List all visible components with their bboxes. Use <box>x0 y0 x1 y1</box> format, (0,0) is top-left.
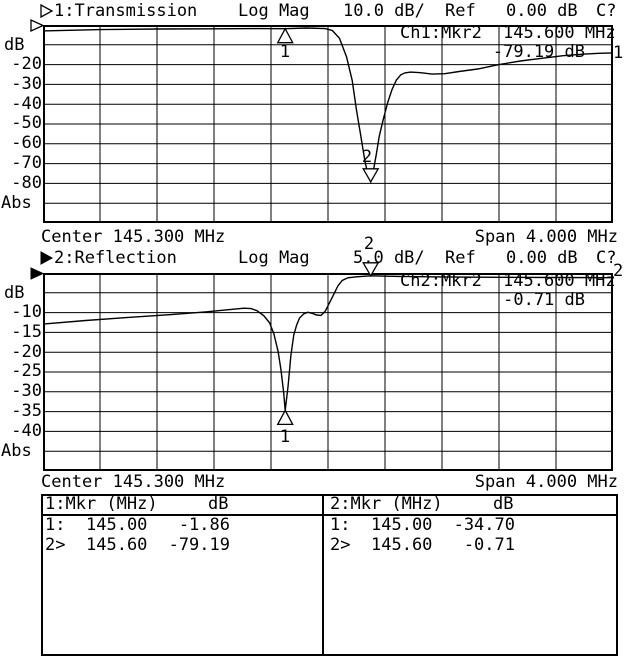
ch1-ytick: -60 <box>11 133 42 153</box>
table-cell-value: -0.71 <box>463 535 515 555</box>
table-ch2-unit: dB <box>493 494 514 514</box>
ch1-readout-freq: 145.600 MHz <box>503 23 616 43</box>
ch2-ytick: -40 <box>11 421 42 441</box>
ch2-sweep-row: Center 145.300 MHz Span 4.000 MHz <box>41 472 618 492</box>
ch2-ref-value: 0.00 dB <box>506 248 578 268</box>
ch1-ref-value: 0.00 dB <box>506 1 578 21</box>
ch1-ytick: -70 <box>11 153 42 173</box>
table-cell-value: -1.86 <box>178 515 230 535</box>
ch2-span: Span 4.000 MHz <box>474 472 618 492</box>
ch2-scale-mode: Abs <box>1 441 32 461</box>
table-cell-value: -79.19 <box>168 535 230 555</box>
ch1-format: Log Mag <box>238 1 310 21</box>
table-cell-marker-id: 1: <box>45 515 66 535</box>
ch1-ytick: -40 <box>11 94 42 114</box>
ch2-marker2-label: 2 <box>363 234 375 254</box>
ch1-readout-source: Ch1:Mkr2 <box>400 23 482 43</box>
ch2-center: Center 145.300 MHz <box>41 472 226 492</box>
ch1-inactive-arrow-icon <box>40 3 54 19</box>
ch2-readout-freq: 145.600 MHz <box>503 271 616 291</box>
ch2-ytick: -15 <box>11 322 42 342</box>
table-cell-freq: 145.00 <box>371 515 433 535</box>
table-cell-marker-id: 2> <box>330 535 351 555</box>
ch2-trace-number: 2 <box>613 261 624 281</box>
ch2-readout-value: -0.71 dB <box>503 290 585 310</box>
ch1-title: 1:Transmission <box>54 1 198 21</box>
ch1-cal-status: C? <box>596 1 617 21</box>
ch2-active-arrow-icon <box>40 251 54 265</box>
ch1-ytick: -50 <box>11 113 42 133</box>
ch1-center: Center 145.300 MHz <box>41 227 226 247</box>
ch2-cal-status: C? <box>596 248 617 268</box>
ch2-readout-source: Ch2:Mkr2 <box>400 271 482 291</box>
table-cell-freq: 145.60 <box>86 535 148 555</box>
ch2-ytick: -30 <box>11 381 42 401</box>
table-ch1-header: 1:Mkr (MHz) <box>45 494 158 514</box>
ch1-marker1-label: 1 <box>279 42 291 62</box>
ch1-span: Span 4.000 MHz <box>474 227 618 247</box>
ch1-unit-label: dB <box>4 35 25 55</box>
ch2-ytick: -10 <box>11 302 42 322</box>
ch2-ref-position-icon <box>30 267 45 280</box>
ch1-ref-label: Ref <box>445 1 476 21</box>
ch1-readout-value: -79.19 dB <box>492 42 585 62</box>
ch2-ytick: -35 <box>11 401 42 421</box>
ch2-ytick: -25 <box>11 361 42 381</box>
table-cell-value: -34.70 <box>453 515 515 535</box>
ch2-ytick: -20 <box>11 342 42 362</box>
ch2-ref-label: Ref <box>445 248 476 268</box>
ch1-marker2-label: 2 <box>361 147 373 167</box>
ch2-format: Log Mag <box>238 248 310 268</box>
table-cell-freq: 145.60 <box>371 535 433 555</box>
marker-1-ch1-icon <box>276 27 294 44</box>
marker-table-divider <box>322 494 324 656</box>
table-cell-marker-id: 2> <box>45 535 66 555</box>
ch1-ytick: -30 <box>11 74 42 94</box>
ch2-unit-label: dB <box>4 283 25 303</box>
ch1-scale-mode: Abs <box>1 193 32 213</box>
table-cell-freq: 145.00 <box>86 515 148 535</box>
ch1-ytick: -20 <box>11 54 42 74</box>
ch2-marker1-label: 1 <box>279 427 291 447</box>
ch2-title: 2:Reflection <box>54 248 177 268</box>
ch1-trace-number: 1 <box>613 43 624 63</box>
marker-table <box>41 494 618 656</box>
ch1-ref-position-icon <box>30 18 45 33</box>
marker-1-ch2-icon <box>276 409 294 426</box>
ch1-ytick: -80 <box>11 173 42 193</box>
table-ch2-header: 2:Mkr (MHz) <box>330 494 443 514</box>
ch1-scale: 10.0 dB/ <box>343 1 425 21</box>
marker-table-header-rule <box>41 514 618 516</box>
ch1-sweep-row: Center 145.300 MHz Span 4.000 MHz <box>41 227 618 247</box>
marker-2-ch1-icon <box>362 168 380 184</box>
table-cell-marker-id: 1: <box>330 515 351 535</box>
table-ch1-unit: dB <box>208 494 229 514</box>
